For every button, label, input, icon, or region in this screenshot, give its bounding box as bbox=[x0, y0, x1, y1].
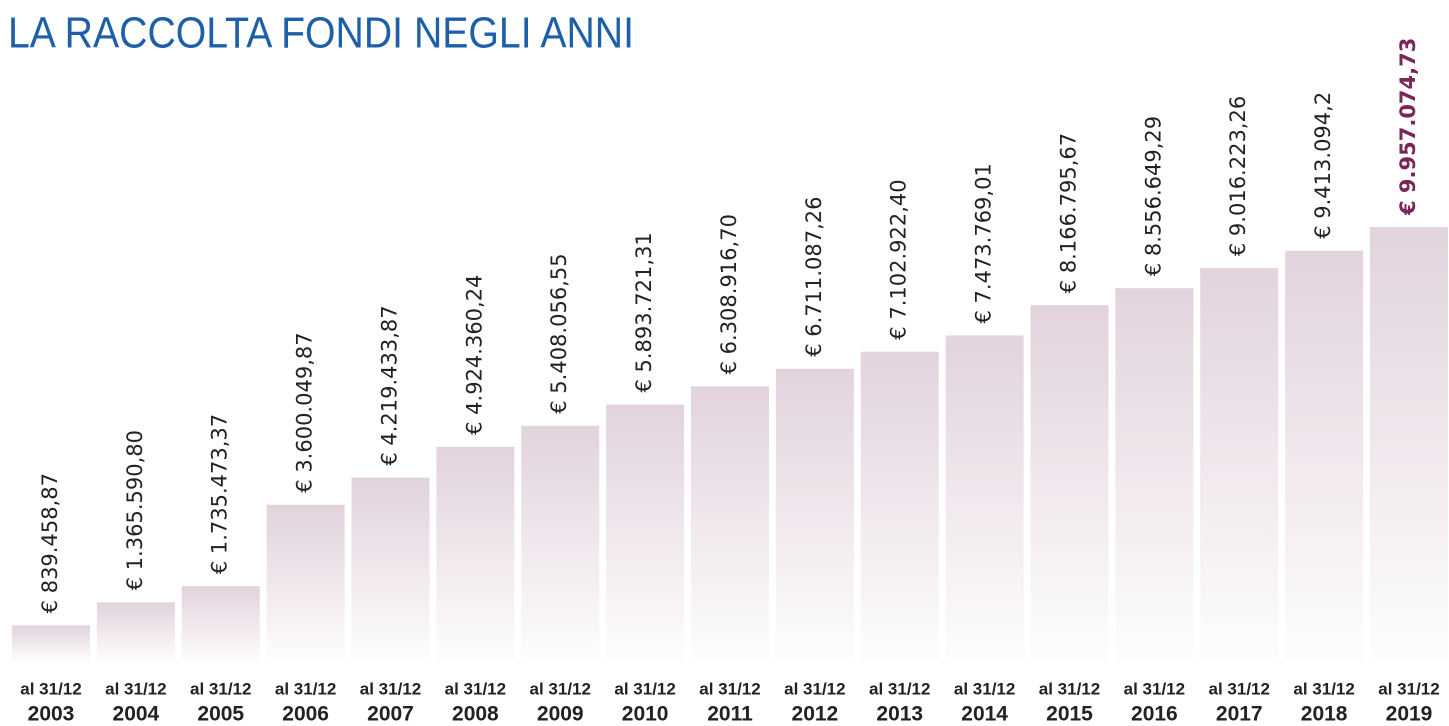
value-label: € 9.957.074,73 bbox=[1396, 38, 1420, 216]
x-tick-prefix: al 31/12 bbox=[190, 679, 251, 698]
x-tick-label: 2018 bbox=[1301, 703, 1348, 726]
x-tick-label: 2017 bbox=[1216, 703, 1263, 726]
x-tick-prefix: al 31/12 bbox=[20, 679, 81, 698]
x-tick-label: 2015 bbox=[1046, 703, 1093, 726]
value-label: € 9.413.094,2 bbox=[1311, 92, 1335, 239]
x-tick-label: 2008 bbox=[452, 703, 499, 726]
bar bbox=[1370, 227, 1448, 662]
value-label: € 8.166.795,67 bbox=[1057, 133, 1081, 293]
x-tick-label: 2011 bbox=[707, 703, 753, 726]
x-tick-prefix: al 31/12 bbox=[360, 679, 421, 698]
value-label: € 3.600.049,87 bbox=[293, 332, 317, 492]
bar bbox=[691, 386, 769, 662]
x-tick-label: 2005 bbox=[197, 703, 244, 726]
x-tick-label: 2009 bbox=[537, 703, 584, 726]
x-tick-label: 2014 bbox=[961, 703, 1008, 726]
value-label: € 9.016.223,26 bbox=[1226, 96, 1250, 256]
bar bbox=[1115, 288, 1194, 662]
x-tick-label: 2006 bbox=[282, 703, 329, 726]
value-label: € 1.365.590,80 bbox=[123, 430, 147, 590]
x-tick-prefix: al 31/12 bbox=[530, 679, 591, 698]
x-tick-prefix: al 31/12 bbox=[275, 679, 336, 698]
x-tick-label: 2010 bbox=[622, 703, 669, 726]
value-label: € 839.458,87 bbox=[38, 473, 62, 613]
x-tick-label: 2003 bbox=[28, 703, 75, 726]
value-label: € 5.408.056,55 bbox=[547, 253, 571, 413]
x-tick-label: 2013 bbox=[876, 703, 923, 726]
value-label: € 6.308.916,70 bbox=[717, 214, 741, 374]
x-tick-prefix: al 31/12 bbox=[869, 679, 930, 698]
value-label: € 4.219.433,87 bbox=[378, 305, 402, 465]
bar bbox=[1200, 268, 1279, 662]
value-label: € 1.735.473,37 bbox=[208, 414, 232, 574]
x-tick-label: 2004 bbox=[113, 703, 160, 726]
bar bbox=[606, 404, 685, 662]
x-tick-prefix: al 31/12 bbox=[699, 679, 760, 698]
value-label: € 4.924.360,24 bbox=[462, 275, 486, 435]
x-tick-label: 2012 bbox=[792, 703, 839, 726]
x-tick-prefix: al 31/12 bbox=[784, 679, 845, 698]
bar bbox=[1030, 305, 1109, 662]
x-tick-prefix: al 31/12 bbox=[1209, 679, 1270, 698]
x-tick-label: 2019 bbox=[1386, 703, 1433, 726]
x-tick-prefix: al 31/12 bbox=[1293, 679, 1354, 698]
x-tick-prefix: al 31/12 bbox=[445, 679, 506, 698]
x-tick-prefix: al 31/12 bbox=[1039, 679, 1100, 698]
bar bbox=[775, 368, 854, 662]
x-tick-prefix: al 31/12 bbox=[1378, 679, 1439, 698]
x-tick-label: 2007 bbox=[367, 703, 414, 726]
value-label: € 7.473.769,01 bbox=[972, 163, 996, 323]
bar bbox=[1285, 250, 1364, 662]
bar bbox=[436, 446, 515, 662]
x-tick-prefix: al 31/12 bbox=[614, 679, 675, 698]
value-label: € 5.893.721,31 bbox=[632, 232, 656, 392]
bar bbox=[351, 477, 430, 662]
bar bbox=[96, 602, 175, 662]
x-tick-prefix: al 31/12 bbox=[1124, 679, 1185, 698]
x-tick-prefix: al 31/12 bbox=[105, 679, 166, 698]
value-label: € 7.102.922,40 bbox=[887, 179, 911, 339]
bar bbox=[266, 504, 345, 662]
bar bbox=[12, 625, 90, 662]
chart-title: LA RACCOLTA FONDI NEGLI ANNI bbox=[8, 9, 634, 58]
bar bbox=[945, 335, 1024, 662]
bar bbox=[521, 425, 600, 662]
value-label: € 6.711.087,26 bbox=[802, 196, 826, 356]
x-tick-label: 2016 bbox=[1131, 703, 1178, 726]
value-label: € 8.556.649,29 bbox=[1141, 116, 1165, 276]
bar bbox=[860, 351, 939, 662]
bar bbox=[181, 586, 260, 662]
x-tick-prefix: al 31/12 bbox=[954, 679, 1015, 698]
